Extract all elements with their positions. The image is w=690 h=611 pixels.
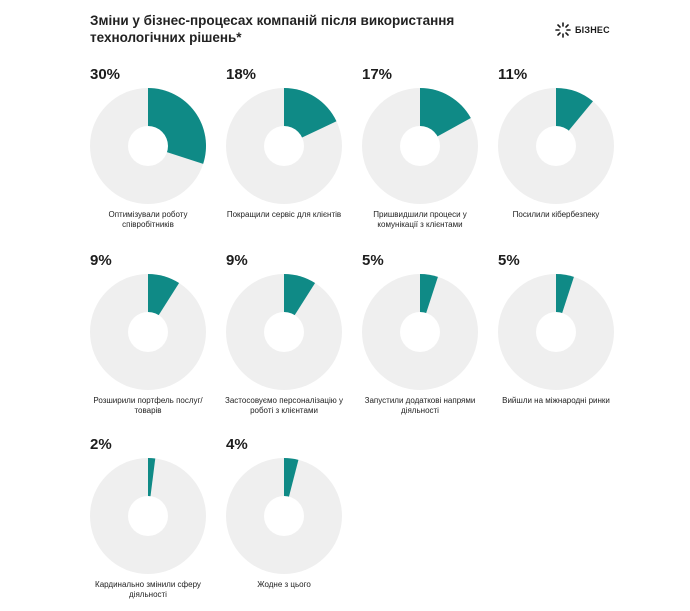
donut-hole	[128, 312, 168, 352]
donut-hole	[128, 496, 168, 536]
category-label: Оптимізували роботу співробітників	[108, 210, 188, 229]
value-label: 2%	[90, 436, 112, 453]
donut-hole	[400, 312, 440, 352]
donut-hole	[264, 496, 304, 536]
donut-chart	[226, 458, 342, 574]
donut-chart	[362, 274, 478, 390]
donut-hole	[536, 126, 576, 166]
sparkle-logo-icon	[555, 22, 571, 38]
donut-chart	[90, 458, 206, 574]
value-label: 4%	[226, 436, 248, 453]
brand-logo: БІЗНЕС	[555, 22, 610, 38]
donut-chart	[498, 88, 614, 204]
donut-hole	[128, 126, 168, 166]
category-label: Вийшли на міжнародні ринки	[502, 396, 610, 405]
category-label: Розширили портфель послуг/ товарів	[93, 396, 203, 415]
value-label: 9%	[90, 252, 112, 269]
value-label: 5%	[498, 252, 520, 269]
category-label: Жодне з цього	[257, 580, 311, 589]
category-label: Кардинально змінили сферу діяльності	[95, 580, 201, 599]
value-label: 5%	[362, 252, 384, 269]
brand-name: БІЗНЕС	[575, 25, 610, 35]
donut-hole	[264, 312, 304, 352]
chart-title: Зміни у бізнес-процесах компаній після в…	[90, 13, 455, 45]
donut-chart	[90, 88, 206, 204]
donut-chart	[90, 274, 206, 390]
category-label: Покращили сервіс для клієнтів	[226, 210, 342, 219]
category-label: Запустили додаткові напрями діяльності	[364, 396, 476, 415]
category-label: Застосовуємо персоналізацію у роботі з к…	[225, 396, 343, 415]
donut-chart	[226, 88, 342, 204]
donut-hole	[400, 126, 440, 166]
value-label: 30%	[90, 66, 121, 83]
donut-hole	[264, 126, 304, 166]
category-label: Пришвидшили процеси у комунікації з кліє…	[373, 210, 467, 229]
value-label: 9%	[226, 252, 248, 269]
donut-chart	[226, 274, 342, 390]
donut-chart	[362, 88, 478, 204]
value-label: 17%	[362, 66, 393, 83]
value-label: 18%	[226, 66, 257, 83]
category-label: Посилили кібербезпеку	[512, 210, 600, 219]
donut-chart	[498, 274, 614, 390]
donut-hole	[536, 312, 576, 352]
value-label: 11%	[498, 66, 528, 83]
